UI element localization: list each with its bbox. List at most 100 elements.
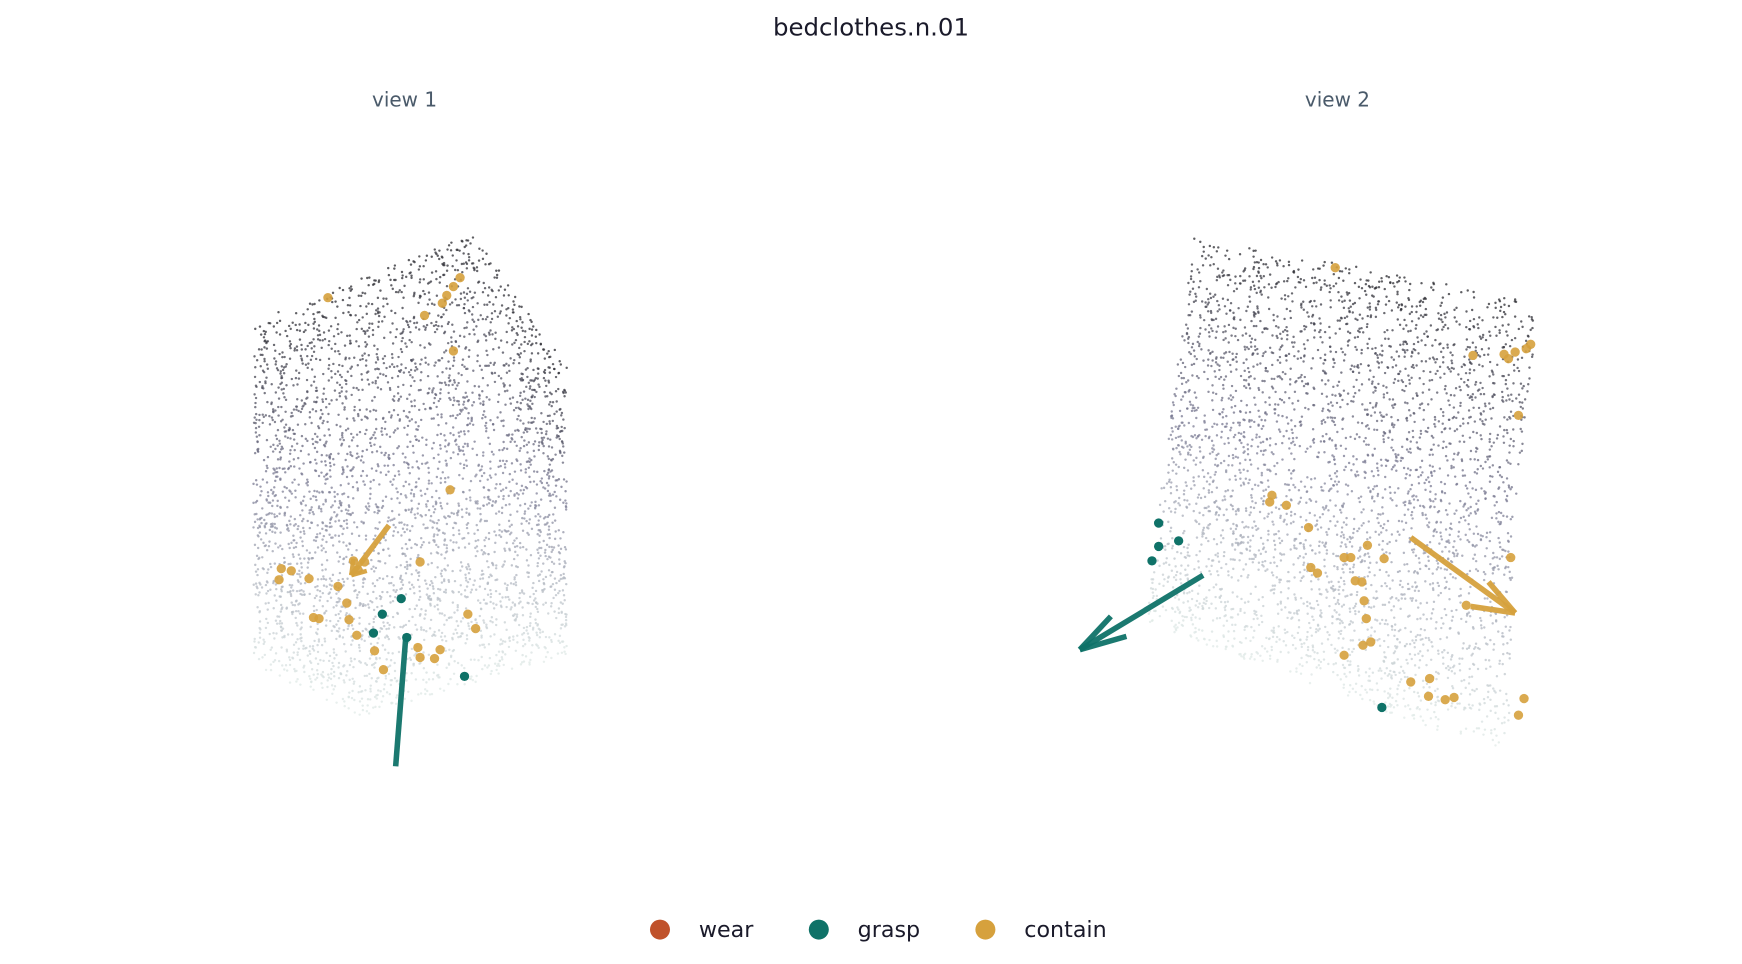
cloud-point (486, 478, 489, 481)
cloud-point (501, 596, 504, 599)
cloud-point (268, 423, 272, 426)
cloud-point (555, 427, 559, 430)
cloud-point (397, 470, 400, 473)
cloud-point (382, 621, 385, 624)
cloud-point (490, 312, 494, 315)
cloud-point (1419, 466, 1422, 469)
cloud-point (308, 592, 311, 596)
cloud-point (352, 417, 355, 420)
cloud-point (1253, 261, 1257, 264)
cloud-point (497, 374, 501, 378)
cloud-point (1216, 555, 1220, 558)
cloud-point (501, 459, 505, 463)
cloud-point (1481, 336, 1484, 339)
cloud-point (449, 539, 452, 542)
cloud-point (297, 377, 301, 380)
cloud-point (505, 541, 508, 545)
cloud-point (552, 562, 556, 565)
cloud-point (487, 436, 490, 440)
cloud-point (1261, 331, 1264, 334)
cloud-point (562, 418, 565, 421)
cloud-point (306, 478, 309, 481)
cloud-point (311, 645, 315, 648)
cloud-point (325, 619, 328, 622)
cloud-point (1392, 616, 1396, 619)
cloud-point (1405, 342, 1409, 346)
cloud-point (411, 615, 414, 619)
cloud-point (359, 459, 363, 462)
cloud-point (316, 588, 319, 592)
cloud-point (409, 330, 412, 334)
cloud-point (1270, 511, 1274, 514)
cloud-point (459, 561, 463, 564)
cloud-point (277, 405, 280, 409)
cloud-point (1395, 274, 1399, 277)
cloud-point (1363, 289, 1367, 293)
cloud-point (1148, 620, 1152, 624)
cloud-point (1216, 310, 1219, 313)
cloud-point (516, 634, 519, 637)
cloud-point (346, 427, 350, 430)
cloud-point (297, 371, 301, 375)
cloud-point (353, 680, 356, 683)
cloud-point (517, 414, 520, 418)
cloud-point (471, 262, 475, 265)
cloud-point (294, 311, 298, 315)
cloud-point (317, 640, 321, 643)
cloud-point (521, 614, 525, 617)
cloud-point (328, 402, 331, 406)
cloud-point (542, 562, 545, 565)
cloud-point (389, 519, 392, 522)
cloud-point (451, 569, 454, 573)
cloud-point (1195, 408, 1198, 412)
cloud-point (1474, 568, 1478, 571)
cloud-point (529, 385, 532, 388)
cloud-point (554, 375, 558, 379)
cloud-point (1408, 447, 1412, 451)
cloud-point (396, 392, 400, 395)
cloud-point (1356, 664, 1360, 668)
cloud-point (314, 410, 318, 413)
cloud-point (410, 546, 413, 550)
cloud-point (420, 608, 423, 611)
cloud-point (283, 514, 286, 517)
cloud-point (439, 504, 443, 508)
cloud-point (1346, 402, 1349, 406)
cloud-point (312, 338, 315, 341)
cloud-point (1173, 511, 1177, 514)
cloud-point (406, 424, 410, 428)
cloud-point (1416, 336, 1419, 339)
cloud-point (346, 334, 349, 338)
cloud-point (254, 431, 258, 434)
cloud-point (535, 483, 539, 486)
cloud-point (500, 419, 503, 423)
cloud-point (419, 344, 422, 347)
cloud-point (321, 314, 324, 318)
cloud-point (285, 524, 289, 527)
cloud-point (289, 594, 293, 598)
cloud-point (322, 534, 326, 538)
cloud-point (398, 289, 401, 292)
cloud-point (485, 427, 488, 430)
cloud-point (268, 632, 271, 636)
cloud-point (503, 640, 507, 643)
cloud-point (418, 595, 422, 599)
cloud-point (564, 499, 567, 502)
cloud-point (1247, 481, 1250, 485)
cloud-point (306, 480, 310, 484)
cloud-point (1478, 388, 1481, 391)
cloud-point (448, 616, 451, 619)
cloud-point (1190, 310, 1194, 313)
cloud-point (1463, 474, 1467, 477)
cloud-point (508, 480, 511, 484)
cloud-point (1405, 419, 1409, 422)
cloud-point (340, 434, 344, 437)
cloud-point (364, 689, 367, 692)
cloud-point (328, 525, 332, 529)
cloud-point (384, 539, 387, 542)
cloud-point (557, 544, 560, 547)
cloud-point (1270, 451, 1274, 454)
cloud-point (358, 685, 362, 688)
cloud-point (498, 482, 502, 486)
cloud-point (536, 610, 540, 614)
